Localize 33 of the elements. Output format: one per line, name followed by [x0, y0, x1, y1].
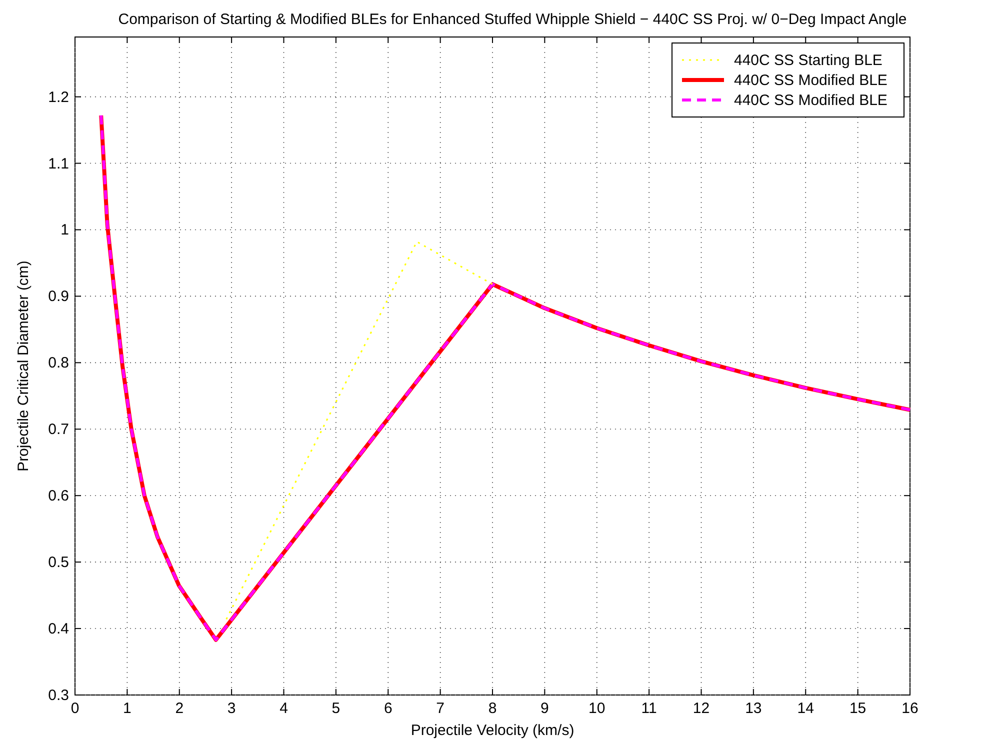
x-tick-label: 14	[797, 700, 814, 717]
x-tick-label: 3	[227, 700, 236, 717]
legend-label: 440C SS Modified BLE	[734, 92, 888, 109]
y-tick-label: 0.5	[48, 554, 69, 572]
y-tick-label: 0.3	[48, 687, 69, 704]
legend-label: 440C SS Starting BLE	[734, 52, 882, 69]
y-tick-label: 0.7	[48, 421, 69, 438]
legend-label: 440C SS Modified BLE	[734, 72, 888, 89]
y-tick-label: 1	[60, 222, 69, 239]
x-tick-label: 2	[175, 700, 184, 717]
y-tick-label: 0.4	[48, 620, 69, 638]
y-tick-label: 1.2	[48, 88, 69, 106]
x-tick-label: 11	[641, 700, 657, 717]
y-tick-label: 1.1	[48, 155, 69, 172]
x-tick-label: 10	[588, 700, 606, 717]
x-tick-label: 13	[745, 700, 762, 717]
x-tick-label: 4	[280, 700, 288, 717]
y-tick-label: 0.8	[48, 354, 69, 372]
y-tick-label: 0.6	[48, 488, 69, 505]
x-tick-label: 9	[540, 700, 549, 717]
x-tick-label: 8	[488, 700, 497, 717]
x-axis-title: Projectile Velocity (km/s)	[410, 722, 574, 739]
y-axis-title: Projectile Critical Diameter (cm)	[15, 260, 32, 472]
x-tick-label: 7	[436, 700, 444, 717]
x-tick-label: 16	[902, 700, 918, 717]
y-tick-label: 0.9	[48, 288, 69, 306]
x-tick-label: 5	[332, 700, 340, 717]
x-tick-label: 0	[70, 700, 80, 717]
x-tick-label: 15	[849, 700, 866, 717]
x-tick-label: 6	[384, 700, 392, 717]
x-tick-label: 1	[123, 700, 132, 717]
chart-title: Comparison of Starting & Modified BLEs for Enhanced Stuffed Whipple Shield − 440C SS Proj. w/ 0−Deg Impact Angle	[118, 11, 907, 28]
x-tick-label: 12	[692, 700, 710, 717]
